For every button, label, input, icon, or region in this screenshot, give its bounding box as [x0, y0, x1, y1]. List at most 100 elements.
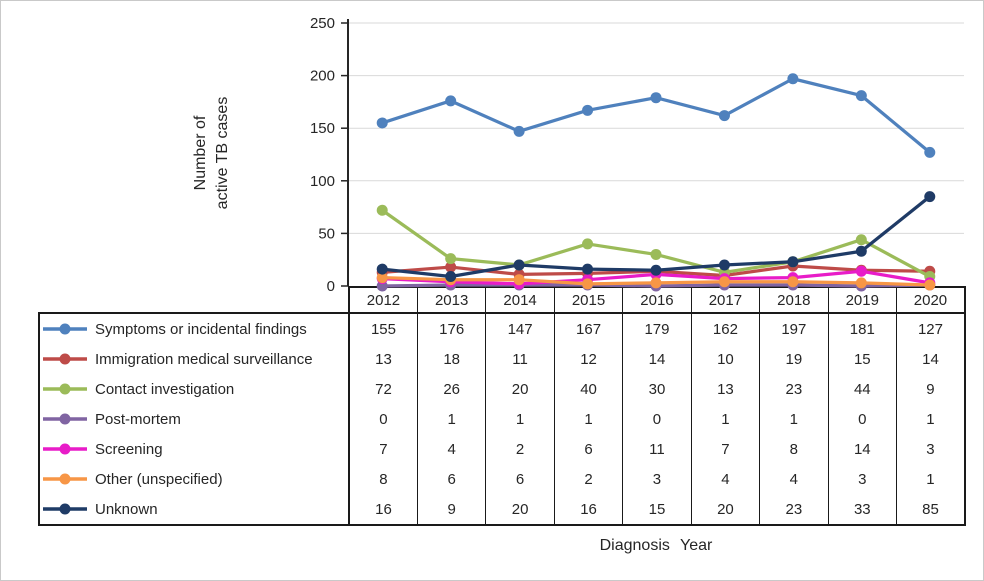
value-cell-contact-investigation-2014: 20 [485, 374, 555, 404]
marker-unknown-2017 [718, 259, 730, 271]
value-cell-symptoms-or-incidental-findings-2013: 176 [416, 313, 487, 344]
value-cell-post-mortem-2015: 1 [553, 404, 624, 434]
value-cell-symptoms-or-incidental-findings-2020: 127 [895, 313, 966, 344]
value-cell-other-unspecified-2020: 1 [895, 464, 966, 494]
value-cell-symptoms-or-incidental-findings-2018: 197 [759, 313, 829, 344]
value-cell-unknown-2015: 16 [553, 494, 624, 526]
value-cell-immigration-medical-surveillance-2013: 18 [416, 344, 487, 374]
marker-contact-investigation-2016 [650, 248, 662, 260]
legend-line-marker-icon [43, 383, 87, 395]
x-axis-title: Diagnosis Year [599, 537, 713, 554]
marker-unknown-2013 [445, 271, 457, 283]
value-cell-immigration-medical-surveillance-2019: 15 [827, 344, 898, 374]
value-cell-unknown-2018: 23 [759, 494, 829, 526]
marker-symptoms-or-incidental-findings-2012 [376, 117, 388, 129]
marker-screening-2012 [376, 273, 388, 285]
marker-symptoms-or-incidental-findings-2018 [787, 73, 799, 85]
value-cell-post-mortem-2013: 1 [416, 404, 487, 434]
year-cell-2016: 2016 [622, 286, 692, 314]
value-cell-screening-2013: 4 [416, 434, 487, 464]
legend-label-symptoms-or-incidental-findings: Symptoms or incidental findings [95, 320, 307, 338]
marker-immigration-medical-surveillance-2018 [787, 260, 799, 272]
marker-immigration-medical-surveillance-2012 [376, 266, 388, 278]
legend-cell-screening: Screening [38, 434, 350, 464]
marker-immigration-medical-surveillance-2019 [855, 264, 867, 276]
table-row-immigration-medical-surveillance: Immigration medical surveillance 13 18 11 12… [38, 344, 966, 374]
legend-label-post-mortem: Post-mortem [95, 410, 181, 428]
value-cell-screening-2015: 6 [553, 434, 624, 464]
year-header-row: 2012 2013 2014 2015 2016 2017 2018 2019 2020 [39, 286, 966, 314]
table-row-other-unspecified: Other (unspecified) 8 6 6 2 3 4 4 3 1 [38, 464, 966, 494]
value-cell-symptoms-or-incidental-findings-2014: 147 [485, 313, 555, 344]
value-cell-unknown-2020: 85 [895, 494, 966, 526]
y-tick-label-50: 50 [318, 225, 335, 242]
value-cell-screening-2014: 2 [485, 434, 555, 464]
year-cell-2017: 2017 [690, 286, 761, 314]
value-cell-unknown-2017: 20 [690, 494, 761, 526]
value-cell-post-mortem-2016: 0 [622, 404, 692, 434]
series-contact-investigation [376, 204, 936, 283]
value-cell-immigration-medical-surveillance-2018: 19 [759, 344, 829, 374]
marker-screening-2015 [582, 274, 594, 286]
marker-symptoms-or-incidental-findings-2015 [582, 104, 594, 116]
marker-contact-investigation-2015 [582, 238, 594, 250]
marker-other-unspecified-2014 [513, 274, 525, 286]
marker-screening-2016 [650, 268, 662, 280]
value-cell-post-mortem-2017: 1 [690, 404, 761, 434]
legend-line-marker-icon [43, 413, 87, 425]
series-line-immigration-medical-surveillance [380, 264, 932, 278]
marker-symptoms-or-incidental-findings-2016 [650, 92, 662, 104]
series-line-symptoms-or-incidental-findings [380, 77, 932, 155]
table-row-screening: Screening 7 4 2 6 11 7 8 14 3 [38, 434, 966, 464]
value-cell-screening-2019: 14 [827, 434, 898, 464]
value-cell-symptoms-or-incidental-findings-2015: 167 [553, 313, 624, 344]
value-cell-screening-2017: 7 [690, 434, 761, 464]
marker-immigration-medical-surveillance-2016 [650, 265, 662, 277]
value-cell-other-unspecified-2014: 6 [485, 464, 555, 494]
marker-contact-investigation-2019 [855, 234, 867, 246]
value-cell-post-mortem-2020: 1 [895, 404, 966, 434]
value-cell-unknown-2014: 20 [485, 494, 555, 526]
marker-other-unspecified-2013 [445, 274, 457, 286]
series-unknown [376, 191, 936, 283]
legend-label-unknown: Unknown [95, 500, 158, 518]
legend-line-marker-icon [43, 323, 87, 335]
value-cell-immigration-medical-surveillance-2017: 10 [690, 344, 761, 374]
legend-cell-post-mortem: Post-mortem [38, 404, 350, 434]
value-cell-contact-investigation-2015: 40 [553, 374, 624, 404]
series-immigration-medical-surveillance [376, 260, 936, 281]
year-cell-2020: 2020 [895, 286, 966, 314]
table-row-symptoms-or-incidental-findings: Symptoms or incidental findings 155 176 147… [38, 313, 966, 344]
series-line-other-unspecified [380, 275, 932, 287]
marker-immigration-medical-surveillance-2014 [513, 268, 525, 280]
marker-contact-investigation-2020 [924, 271, 936, 283]
marker-contact-investigation-2012 [376, 204, 388, 216]
marker-unknown-2015 [582, 263, 594, 275]
marker-unknown-2018 [787, 256, 799, 268]
legend-line-marker-icon [43, 353, 87, 365]
series-line-screening [380, 269, 932, 286]
year-cell-2019: 2019 [827, 286, 898, 314]
value-cell-symptoms-or-incidental-findings-2017: 162 [690, 313, 761, 344]
marker-contact-investigation-2014 [513, 259, 525, 271]
legend-cell-unknown: Unknown [38, 494, 350, 526]
legend-entry: Contact investigation [40, 381, 348, 398]
legend-entry: Post-mortem [40, 411, 348, 428]
marker-unknown-2019 [855, 245, 867, 257]
series-line-unknown [380, 194, 932, 279]
marker-unknown-2016 [650, 264, 662, 276]
value-cell-symptoms-or-incidental-findings-2012: 155 [348, 313, 418, 344]
value-cell-screening-2012: 7 [348, 434, 418, 464]
value-cell-immigration-medical-surveillance-2014: 11 [485, 344, 555, 374]
value-cell-unknown-2019: 33 [827, 494, 898, 526]
value-cell-immigration-medical-surveillance-2016: 14 [622, 344, 692, 374]
value-cell-post-mortem-2012: 0 [348, 404, 418, 434]
legend-label-screening: Screening [95, 440, 163, 458]
value-cell-screening-2018: 8 [759, 434, 829, 464]
year-cell-2013: 2013 [416, 286, 487, 314]
series-line-contact-investigation [380, 208, 932, 279]
legend-cell-contact-investigation: Contact investigation [38, 374, 350, 404]
value-cell-other-unspecified-2015: 2 [553, 464, 624, 494]
value-cell-contact-investigation-2019: 44 [827, 374, 898, 404]
legend-line-marker-icon [43, 503, 87, 515]
